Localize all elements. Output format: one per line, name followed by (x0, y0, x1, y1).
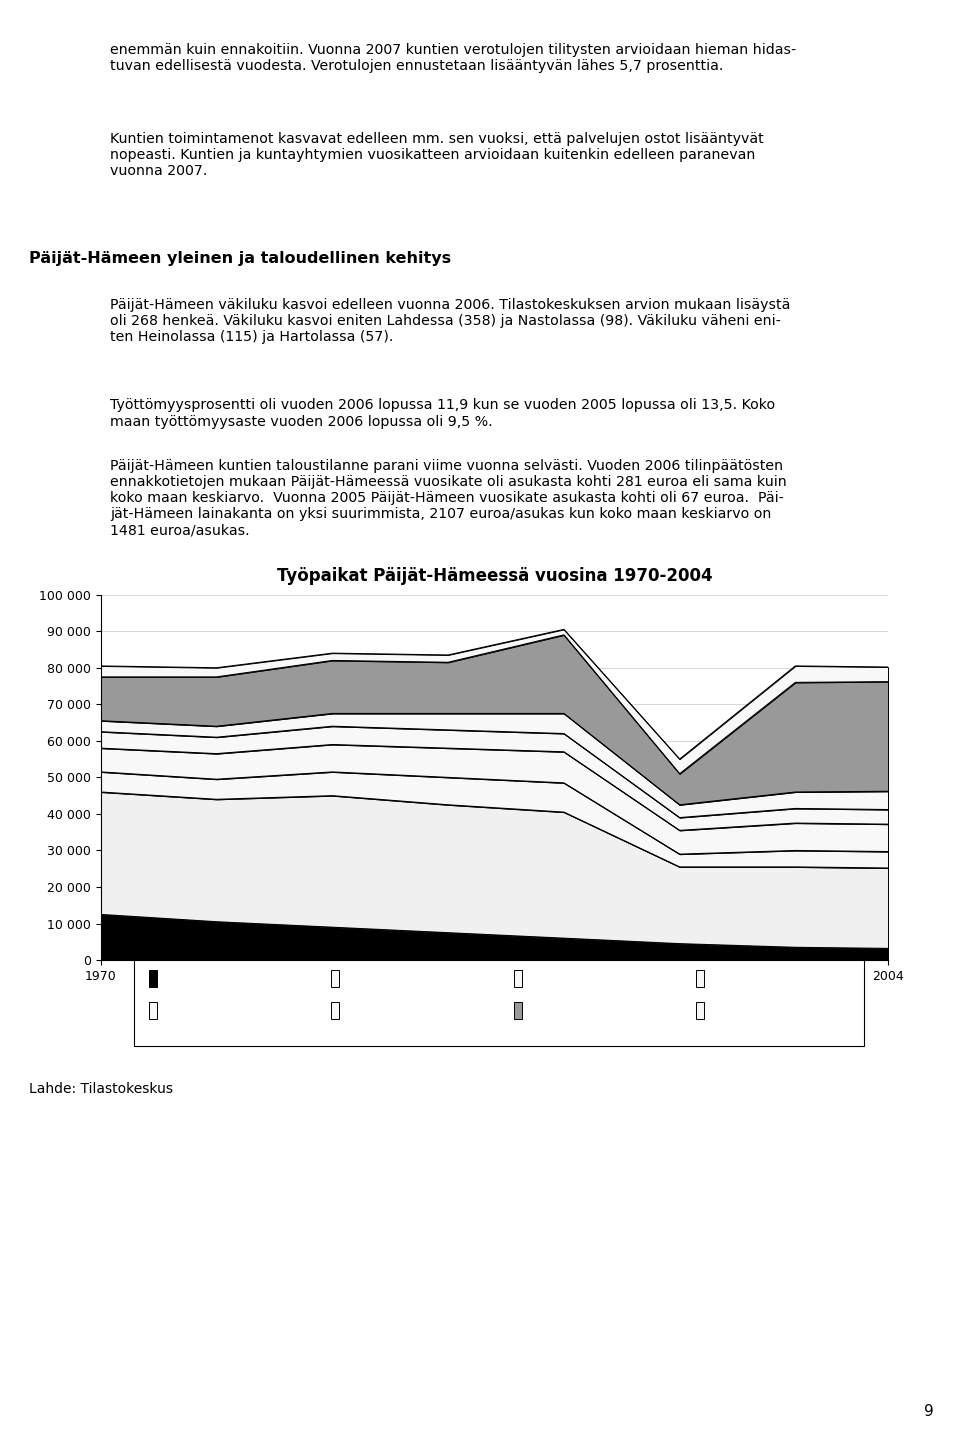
FancyBboxPatch shape (331, 1002, 339, 1019)
Text: Päijät-Hämeen yleinen ja taloudellinen kehitys: Päijät-Hämeen yleinen ja taloudellinen k… (29, 251, 451, 265)
FancyBboxPatch shape (514, 1002, 521, 1019)
Text: Työttömyysprosentti oli vuoden 2006 lopussa 11,9 kun se vuoden 2005 lopussa oli : Työttömyysprosentti oli vuoden 2006 lopu… (110, 398, 776, 428)
Text: Teollisuus: Teollisuus (345, 972, 402, 986)
Title: Työpaikat Päijät-Hämeessä vuosina 1970-2004: Työpaikat Päijät-Hämeessä vuosina 1970-2… (276, 567, 712, 585)
FancyBboxPatch shape (134, 960, 864, 1046)
Text: Päijät-Hämeen väkiluku kasvoi edelleen vuonna 2006. Tilastokeskuksen arvion muka: Päijät-Hämeen väkiluku kasvoi edelleen v… (110, 298, 791, 344)
Text: Palvelukset: Palvelukset (527, 1003, 594, 1017)
Text: Kuntien toimintamenot kasvavat edelleen mm. sen vuoksi, että palvelujen ostot li: Kuntien toimintamenot kasvavat edelleen … (110, 132, 764, 178)
FancyBboxPatch shape (514, 970, 521, 987)
FancyBboxPatch shape (696, 1002, 704, 1019)
Text: Tuntematon: Tuntematon (709, 1003, 780, 1017)
Text: Kauppa: Kauppa (709, 972, 755, 986)
FancyBboxPatch shape (149, 970, 156, 987)
Text: Rah. ym. toiminta: Rah. ym. toiminta (345, 1003, 451, 1017)
Text: 9: 9 (924, 1404, 933, 1419)
Text: Maa- ja metsätalous: Maa- ja metsätalous (162, 972, 283, 986)
FancyBboxPatch shape (696, 970, 704, 987)
FancyBboxPatch shape (149, 1002, 156, 1019)
Text: Lahde: Tilastokeskus: Lahde: Tilastokeskus (29, 1082, 173, 1096)
FancyBboxPatch shape (331, 970, 339, 987)
Text: Päijät-Hämeen kuntien taloustilanne parani viime vuonna selvästi. Vuoden 2006 ti: Päijät-Hämeen kuntien taloustilanne para… (110, 459, 787, 537)
Text: Liikenne: Liikenne (162, 1003, 212, 1017)
Text: Rakennustoiminta: Rakennustoiminta (527, 972, 635, 986)
Text: enemmän kuin ennakoitiin. Vuonna 2007 kuntien verotulojen tilitysten arvioidaan : enemmän kuin ennakoitiin. Vuonna 2007 ku… (110, 43, 797, 73)
